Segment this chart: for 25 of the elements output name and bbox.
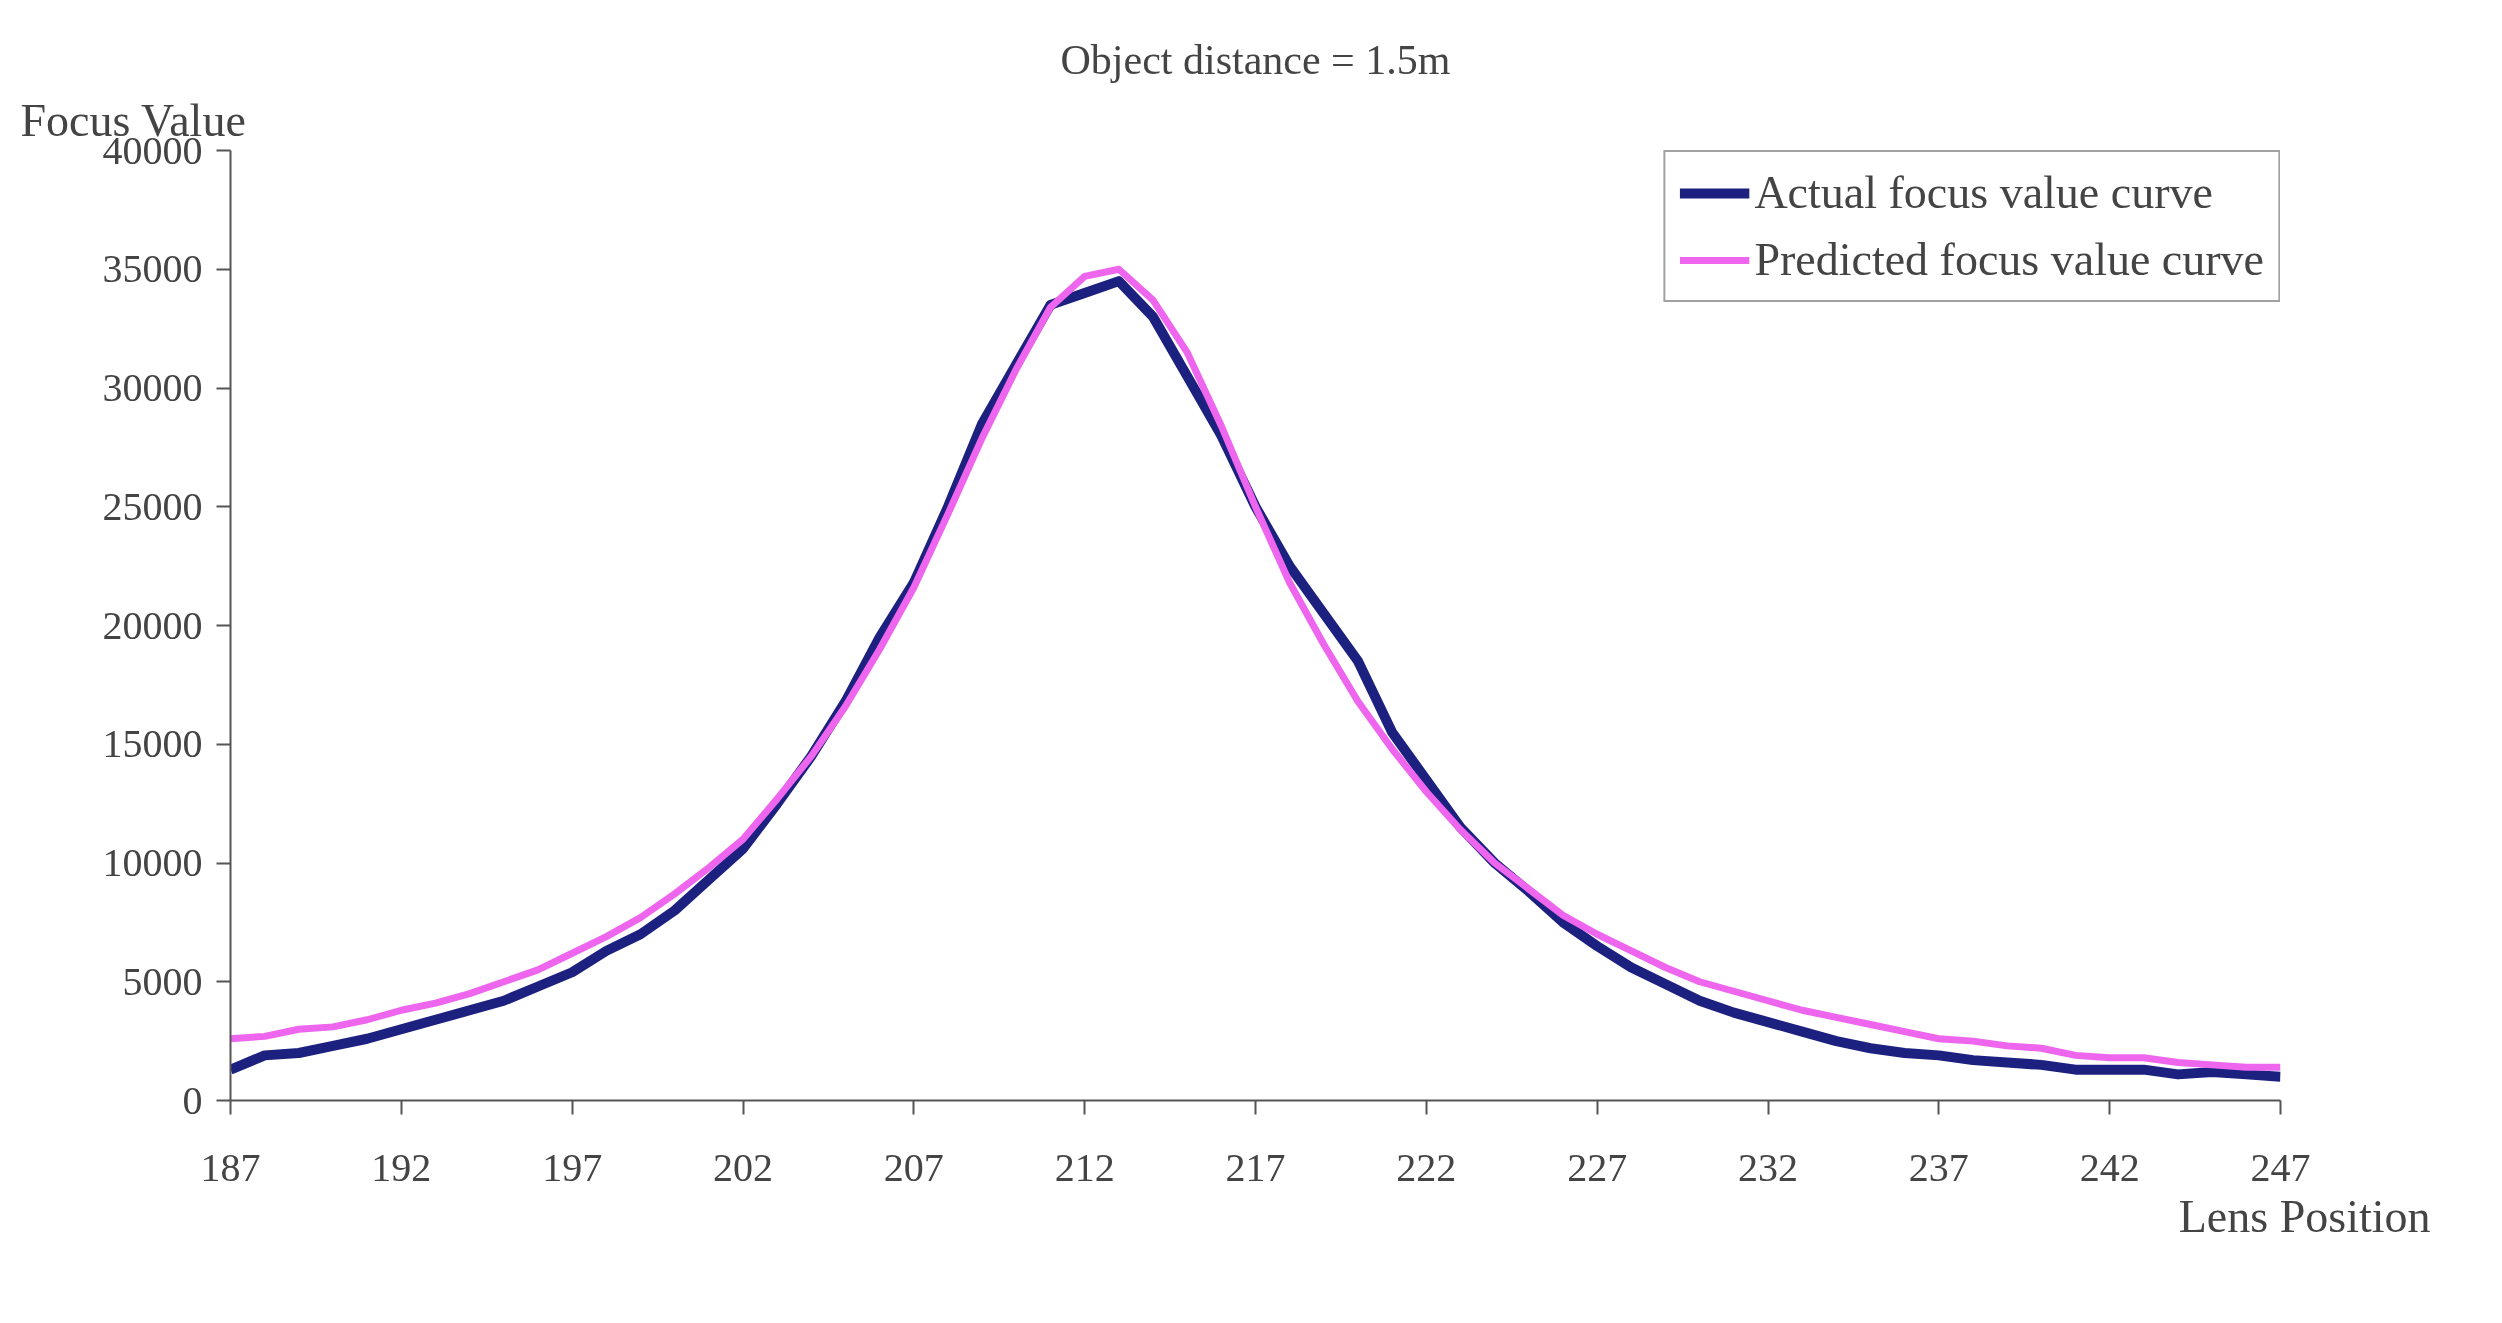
x-tick-label: 227 (1567, 1144, 1628, 1190)
y-tick-label: 25000 (102, 483, 203, 529)
y-tick-label: 5000 (122, 958, 203, 1004)
x-tick-label: 212 (1054, 1144, 1115, 1190)
y-tick-label: 15000 (102, 721, 203, 767)
x-tick-label: 242 (2079, 1144, 2140, 1190)
legend-label: Actual focus value curve (1754, 166, 2213, 219)
x-tick-label: 237 (1908, 1144, 1969, 1190)
chart-title: Object distance = 1.5m (1060, 36, 1451, 83)
y-tick-label: 0 (182, 1077, 203, 1123)
x-tick-label: 192 (371, 1144, 432, 1190)
y-tick-label: 35000 (102, 246, 203, 292)
x-tick-label: 232 (1738, 1144, 1798, 1190)
x-tick-label: 187 (200, 1144, 261, 1190)
x-axis-title: Lens Position (2178, 1190, 2431, 1242)
x-tick-label: 207 (883, 1144, 944, 1190)
x-tick-label: 197 (542, 1144, 603, 1190)
x-tick-label: 217 (1225, 1144, 1286, 1190)
x-tick-label: 202 (713, 1144, 773, 1190)
x-tick-label: 247 (2250, 1144, 2311, 1190)
y-tick-label: 20000 (102, 602, 203, 648)
legend-label: Predicted focus value curve (1754, 233, 2264, 286)
y-tick-label: 10000 (102, 840, 203, 885)
x-tick-label: 222 (1396, 1144, 1457, 1190)
y-tick-label: 30000 (102, 365, 203, 410)
